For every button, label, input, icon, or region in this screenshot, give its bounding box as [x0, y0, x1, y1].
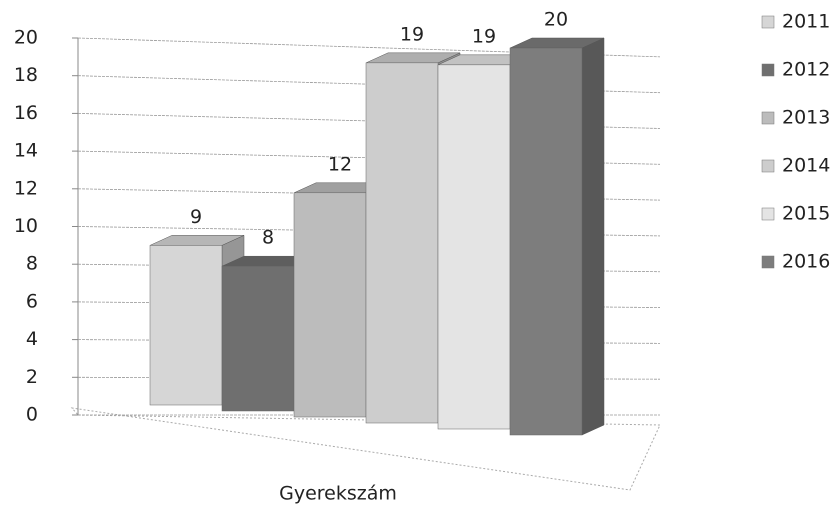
legend-label: 2012: [782, 59, 830, 81]
bar: [149, 245, 223, 406]
y-tick-label: 10: [14, 215, 38, 237]
legend-label: 2016: [782, 251, 830, 273]
legend-label: 2011: [782, 11, 830, 33]
value-label: 20: [544, 9, 568, 31]
value-label: 19: [400, 23, 424, 45]
y-tick-label: 20: [14, 27, 38, 49]
legend-label: 2014: [782, 155, 830, 177]
y-tick-label: 12: [14, 177, 38, 199]
y-tick-label: 4: [26, 328, 38, 350]
legend-swatch: [761, 111, 775, 125]
bar: [437, 64, 511, 430]
legend-swatch: [761, 207, 775, 221]
y-tick-label: 0: [26, 404, 38, 426]
value-label: 19: [472, 25, 496, 47]
value-label: 9: [190, 206, 202, 228]
x-tick-label: Gyerekszám: [279, 483, 397, 505]
y-tick-label: 2: [26, 366, 38, 388]
y-tick-label: 14: [14, 140, 38, 162]
legend-swatch: [761, 15, 775, 29]
y-tick-label: 6: [26, 290, 38, 312]
bar: [293, 192, 367, 418]
y-tick-label: 16: [14, 102, 38, 124]
y-tick-label: 18: [14, 64, 38, 86]
legend-swatch: [761, 159, 775, 173]
bar: [221, 265, 295, 412]
bar-side: [581, 37, 605, 436]
value-label: 8: [262, 227, 274, 249]
y-tick-label: 8: [26, 253, 38, 275]
legend-label: 2013: [782, 107, 830, 129]
value-label: 12: [328, 153, 352, 175]
legend-label: 2015: [782, 203, 830, 225]
legend-swatch: [761, 255, 775, 269]
bar: [365, 62, 439, 424]
bar: [509, 47, 583, 436]
legend-swatch: [761, 63, 775, 77]
